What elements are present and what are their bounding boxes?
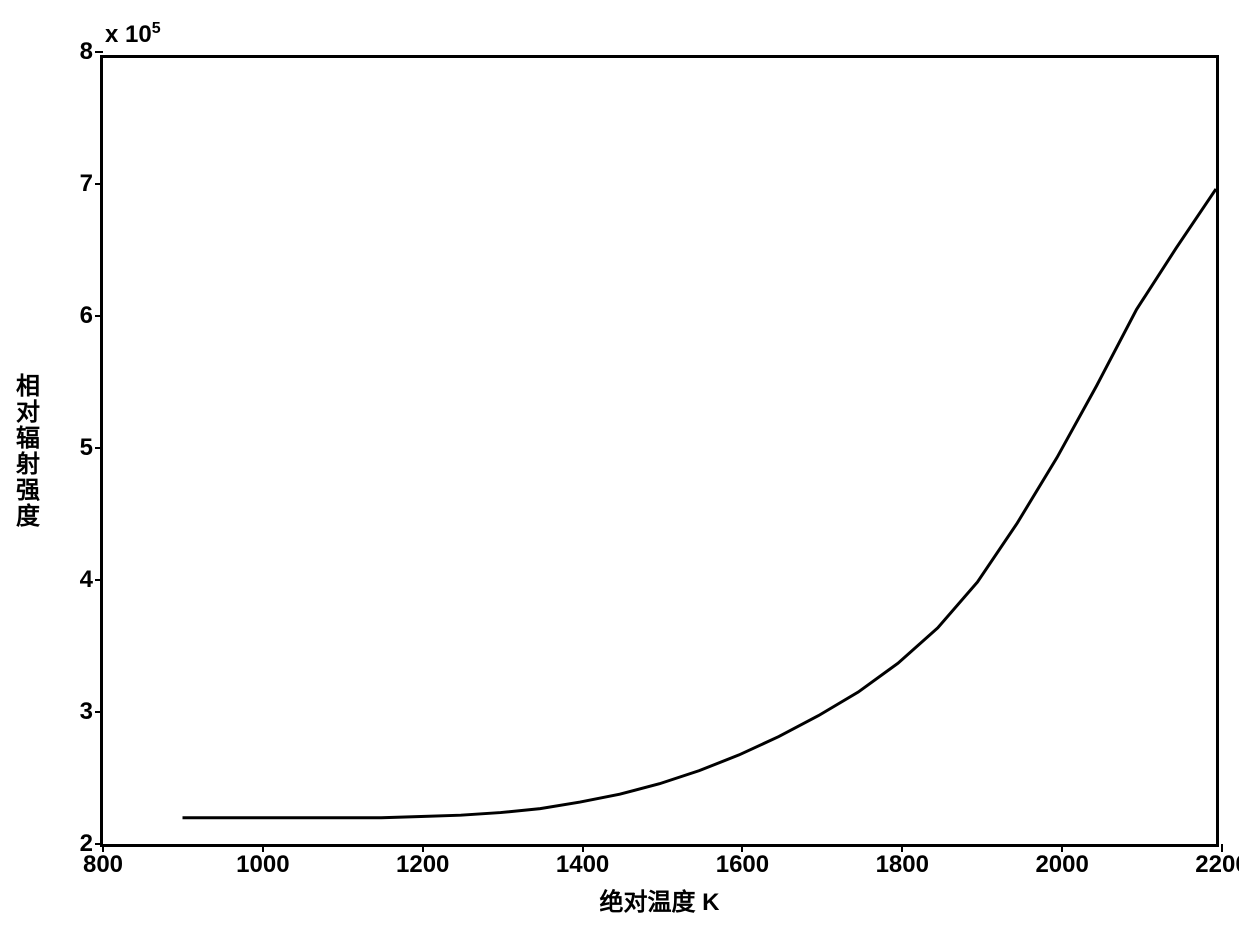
y-tick-label: 6 [53, 302, 93, 330]
y-tick [95, 579, 103, 581]
x-tick-label: 1400 [556, 851, 609, 879]
chart-container: x 105 8001000120014001600180020002200234… [100, 55, 1219, 847]
x-tick-label: 1800 [876, 851, 929, 879]
y-tick [95, 315, 103, 317]
plot-area: 80010001200140016001800200022002345678 [100, 55, 1219, 847]
y-tick [95, 711, 103, 713]
x-tick-label: 1600 [716, 851, 769, 879]
y-tick-label: 7 [53, 170, 93, 198]
y-tick-label: 2 [53, 830, 93, 858]
x-axis-label: 绝对温度 K [600, 882, 720, 917]
exponent-value: 5 [152, 20, 161, 37]
x-tick-label: 1200 [396, 851, 449, 879]
y-tick [95, 447, 103, 449]
exponent-label: x 105 [105, 20, 161, 49]
y-axis-label: 相对辐射强度 [8, 373, 43, 529]
x-tick-label: 1000 [236, 851, 289, 879]
y-tick [95, 843, 103, 845]
y-tick [95, 183, 103, 185]
exponent-prefix: x 10 [105, 21, 152, 48]
y-tick [95, 51, 103, 53]
line-curve [103, 58, 1216, 844]
y-tick-label: 3 [53, 698, 93, 726]
x-tick-label: 2000 [1035, 851, 1088, 879]
y-tick-label: 4 [53, 566, 93, 594]
x-tick-label: 2200 [1195, 851, 1239, 879]
y-tick-label: 8 [53, 38, 93, 66]
y-tick-label: 5 [53, 434, 93, 462]
